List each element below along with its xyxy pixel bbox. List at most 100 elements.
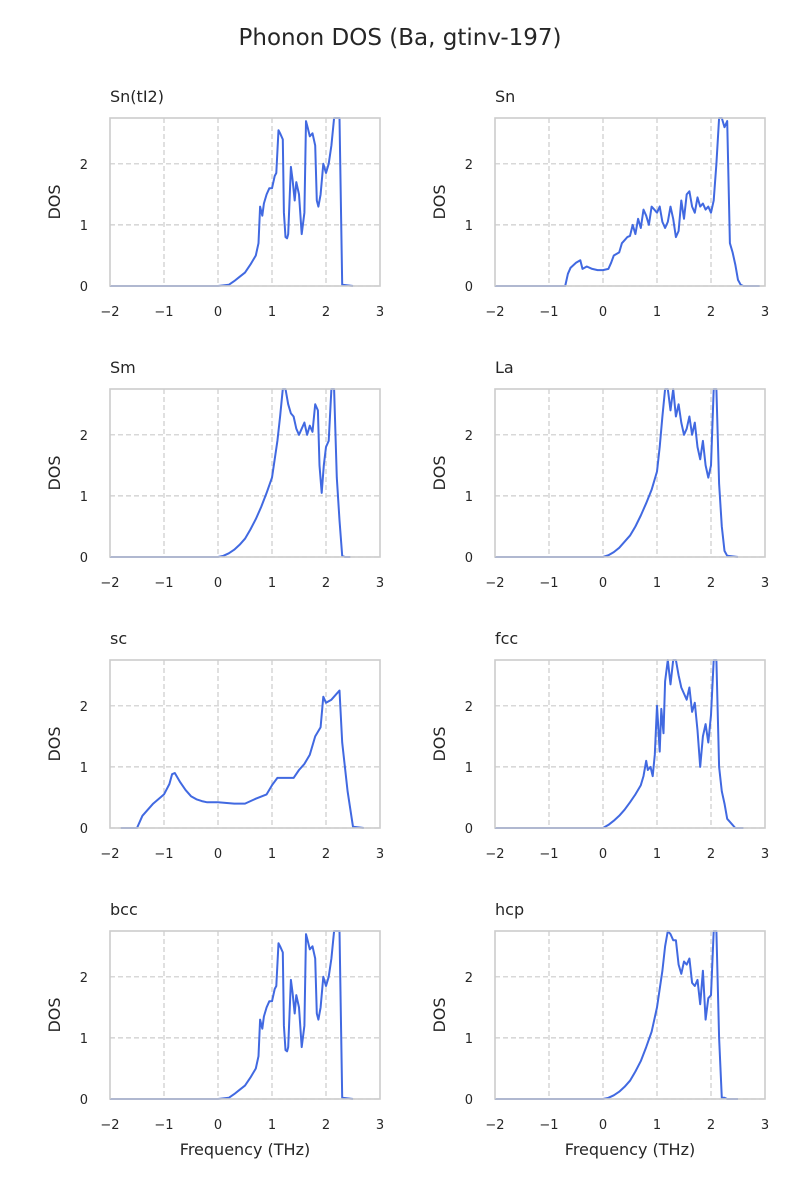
y-tick-label: 1 [465,1032,473,1047]
x-tick-label: 3 [376,847,384,862]
subplot-2: −2 −1 0 1 2 3 0 1 2 Sm DOS [45,358,384,591]
x-tick-label: −2 [485,576,504,591]
x-tick-label: −1 [539,847,558,862]
y-tick-label: 0 [80,822,88,837]
y-tick-label: 2 [80,700,88,715]
dos-series-line [110,117,354,287]
x-tick-label: −1 [154,576,173,591]
subplot-5: −2 −1 0 1 2 3 0 1 2 fcc DOS [430,629,769,862]
y-tick-label: 0 [465,822,473,837]
x-tick-label: 0 [214,847,222,862]
y-tick-label: 2 [465,700,473,715]
axes-frame [494,388,766,558]
subplot-7: −2 −1 0 1 2 3 0 1 2 hcp DOS Frequency (THz) [430,900,769,1159]
axes-frame [494,930,766,1100]
y-tick-label: 0 [465,1093,473,1108]
subplot-title: Sn(tI2) [110,87,164,106]
x-tick-label: 1 [268,1118,276,1133]
y-tick-label: 2 [465,158,473,173]
y-axis-label: DOS [45,455,64,490]
y-tick-label: 0 [80,551,88,566]
x-tick-label: 3 [761,305,769,320]
subplot-1: −2 −1 0 1 2 3 0 1 2 Sn DOS [430,87,769,320]
axes-frame [109,659,381,829]
x-tick-label: −1 [539,305,558,320]
x-tick-label: −2 [485,1118,504,1133]
dos-series-line [110,388,351,558]
x-tick-label: −1 [154,305,173,320]
subplot-title: Sm [110,358,136,377]
x-tick-label: 1 [653,1118,661,1133]
subplot-4: −2 −1 0 1 2 3 0 1 2 sc DOS [45,629,384,862]
x-tick-label: 2 [707,847,715,862]
x-tick-label: 2 [707,305,715,320]
axes-frame [109,117,381,287]
x-tick-label: 1 [268,305,276,320]
x-tick-label: −2 [485,847,504,862]
y-axis-label: DOS [45,184,64,219]
x-tick-label: 1 [653,576,661,591]
y-axis-label: DOS [45,726,64,761]
x-tick-label: −1 [539,1118,558,1133]
x-tick-label: 1 [268,576,276,591]
y-axis-label: DOS [430,184,449,219]
dos-series-line [110,930,354,1100]
x-tick-label: −2 [100,847,119,862]
x-tick-label: 0 [599,847,607,862]
y-tick-label: 1 [465,490,473,505]
y-tick-label: 2 [80,971,88,986]
subplot-title: fcc [495,629,518,648]
subplot-title: La [495,358,514,377]
subplot-title: sc [110,629,127,648]
x-axis-label: Frequency (THz) [565,1140,695,1159]
x-tick-label: 3 [376,1118,384,1133]
x-tick-label: 1 [653,305,661,320]
subplot-title: hcp [495,900,524,919]
x-tick-label: 2 [707,576,715,591]
x-tick-label: 3 [761,1118,769,1133]
y-axis-label: DOS [430,455,449,490]
y-tick-label: 1 [465,219,473,234]
x-tick-label: 3 [761,576,769,591]
y-tick-label: 1 [465,761,473,776]
subplot-title: bcc [110,900,138,919]
x-tick-label: 0 [599,1118,607,1133]
x-tick-label: 0 [599,576,607,591]
y-tick-label: 0 [465,551,473,566]
x-tick-label: 0 [214,1118,222,1133]
dos-series-line [120,689,364,829]
x-tick-label: −2 [100,1118,119,1133]
x-axis-label: Frequency (THz) [180,1140,310,1159]
y-tick-label: 2 [465,429,473,444]
x-tick-label: 2 [322,576,330,591]
x-tick-label: 3 [376,576,384,591]
subplot-6: −2 −1 0 1 2 3 0 1 2 bcc DOS Frequency (THz) [45,900,384,1159]
x-tick-label: −2 [100,305,119,320]
y-tick-label: 0 [465,280,473,295]
x-tick-label: −2 [100,576,119,591]
y-tick-label: 1 [80,490,88,505]
figure-title: Phonon DOS (Ba, gtinv-197) [239,25,562,51]
x-tick-label: 2 [322,1118,330,1133]
y-tick-label: 2 [465,971,473,986]
x-tick-label: −1 [154,847,173,862]
x-tick-label: 0 [599,305,607,320]
subplot-3: −2 −1 0 1 2 3 0 1 2 La DOS [430,358,769,591]
dos-series-line [495,659,744,829]
subplot-0: −2 −1 0 1 2 3 0 1 2 Sn(tI2) DOS [45,87,384,320]
x-tick-label: −1 [539,576,558,591]
y-tick-label: 2 [80,429,88,444]
x-tick-label: 0 [214,576,222,591]
y-tick-label: 2 [80,158,88,173]
y-axis-label: DOS [45,997,64,1032]
dos-series-line [495,117,760,287]
y-axis-label: DOS [430,997,449,1032]
x-tick-label: −1 [154,1118,173,1133]
x-tick-label: 2 [322,847,330,862]
y-tick-label: 1 [80,219,88,234]
dos-series-line [495,930,738,1100]
axes-frame [109,388,381,558]
x-tick-label: −2 [485,305,504,320]
